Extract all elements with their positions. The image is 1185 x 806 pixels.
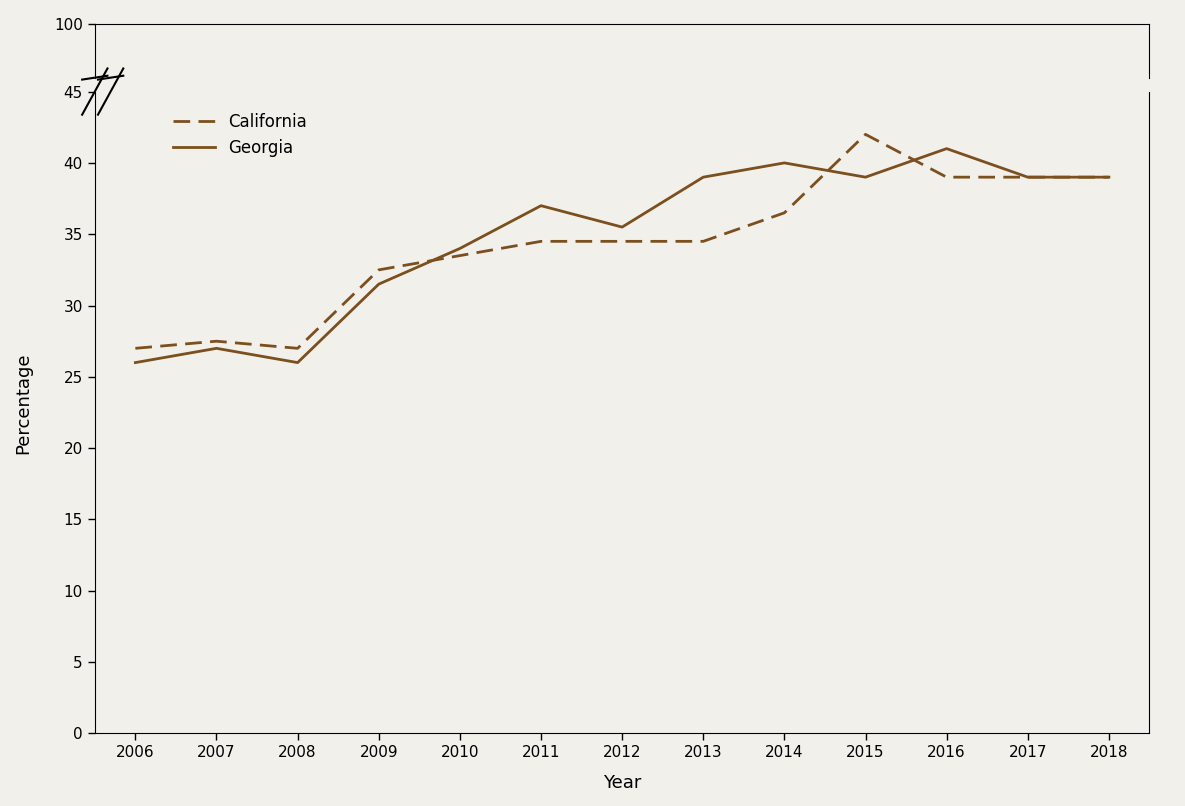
X-axis label: Year: Year	[603, 774, 641, 792]
Text: Percentage: Percentage	[14, 352, 33, 454]
Legend: California, Georgia: California, Georgia	[166, 106, 314, 164]
